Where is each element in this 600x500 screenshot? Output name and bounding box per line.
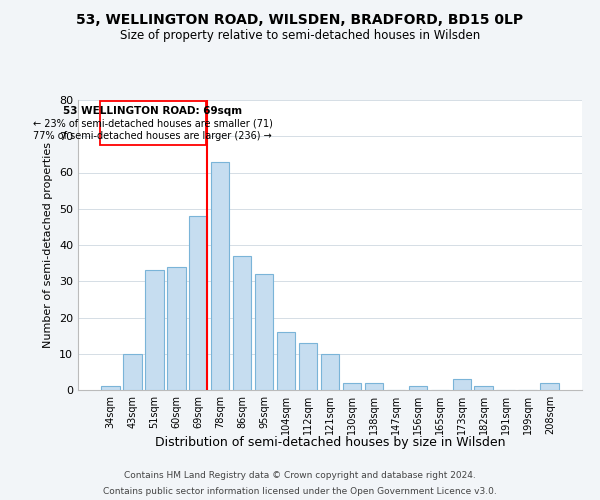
Bar [475, 386, 493, 390]
Text: ← 23% of semi-detached houses are smaller (71): ← 23% of semi-detached houses are smalle… [33, 118, 272, 128]
Text: Distribution of semi-detached houses by size in Wilsden: Distribution of semi-detached houses by … [155, 436, 505, 449]
Bar [211, 162, 229, 390]
Text: 77% of semi-detached houses are larger (236) →: 77% of semi-detached houses are larger (… [34, 130, 272, 140]
Text: 53, WELLINGTON ROAD, WILSDEN, BRADFORD, BD15 0LP: 53, WELLINGTON ROAD, WILSDEN, BRADFORD, … [76, 12, 524, 26]
Bar [145, 270, 164, 390]
Bar [233, 256, 251, 390]
Bar [255, 274, 274, 390]
Text: Contains public sector information licensed under the Open Government Licence v3: Contains public sector information licen… [103, 486, 497, 496]
Bar [320, 354, 340, 390]
Bar [189, 216, 208, 390]
Bar [299, 343, 317, 390]
Bar [452, 379, 471, 390]
Bar [365, 383, 383, 390]
Y-axis label: Number of semi-detached properties: Number of semi-detached properties [43, 142, 53, 348]
Bar [343, 383, 361, 390]
Text: 53 WELLINGTON ROAD: 69sqm: 53 WELLINGTON ROAD: 69sqm [63, 106, 242, 116]
Text: Contains HM Land Registry data © Crown copyright and database right 2024.: Contains HM Land Registry data © Crown c… [124, 472, 476, 480]
Bar [409, 386, 427, 390]
Bar [167, 267, 185, 390]
FancyBboxPatch shape [100, 100, 206, 146]
Bar [101, 386, 119, 390]
Bar [541, 383, 559, 390]
Text: Size of property relative to semi-detached houses in Wilsden: Size of property relative to semi-detach… [120, 29, 480, 42]
Bar [277, 332, 295, 390]
Bar [123, 354, 142, 390]
